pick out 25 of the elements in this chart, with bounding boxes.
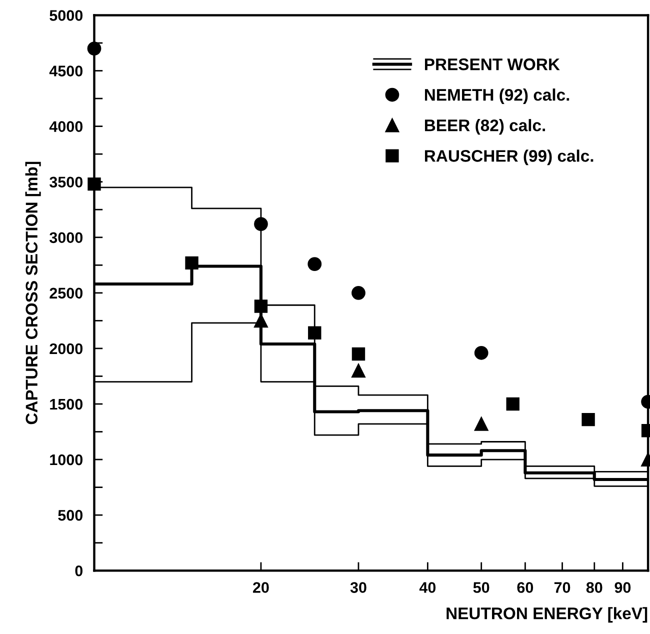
x-tick-label: 90 (614, 582, 631, 593)
x-tick-label: 70 (554, 582, 570, 593)
y-tick-label: 4000 (49, 121, 83, 132)
x-axis-title: NEUTRON ENERGY [keV] (446, 607, 648, 623)
x-tick-label: 40 (419, 582, 436, 593)
y-tick-label: 5000 (50, 10, 83, 21)
x-tick-label: 30 (350, 582, 366, 593)
y-tick-label: 3500 (50, 176, 83, 188)
y-tick-label: 500 (58, 510, 83, 521)
y-axis-title: CAPTURE CROSS SECTION [mb] (25, 162, 41, 424)
y-tick-label: 4500 (49, 66, 83, 76)
legend-label: PRESENT WORK (424, 58, 560, 70)
y-tick-label: 2500 (50, 288, 83, 299)
x-tick-label: 60 (517, 582, 534, 593)
legend-label: BEER (82) calc. (424, 119, 545, 135)
x-tick-label: 50 (473, 582, 490, 593)
legend-label: NEMETH (92) calc. (424, 88, 570, 104)
y-tick-label: 2000 (50, 343, 83, 354)
y-tick-label: 3000 (50, 232, 83, 244)
y-tick-label: 1500 (50, 398, 83, 410)
x-tick-label: 80 (586, 582, 602, 593)
y-tick-label: 1000 (50, 454, 83, 466)
y-tick-label: 0 (75, 565, 83, 576)
x-tick-label: 20 (252, 582, 269, 593)
legend-label: RAUSCHER (99) calc. (424, 150, 594, 166)
